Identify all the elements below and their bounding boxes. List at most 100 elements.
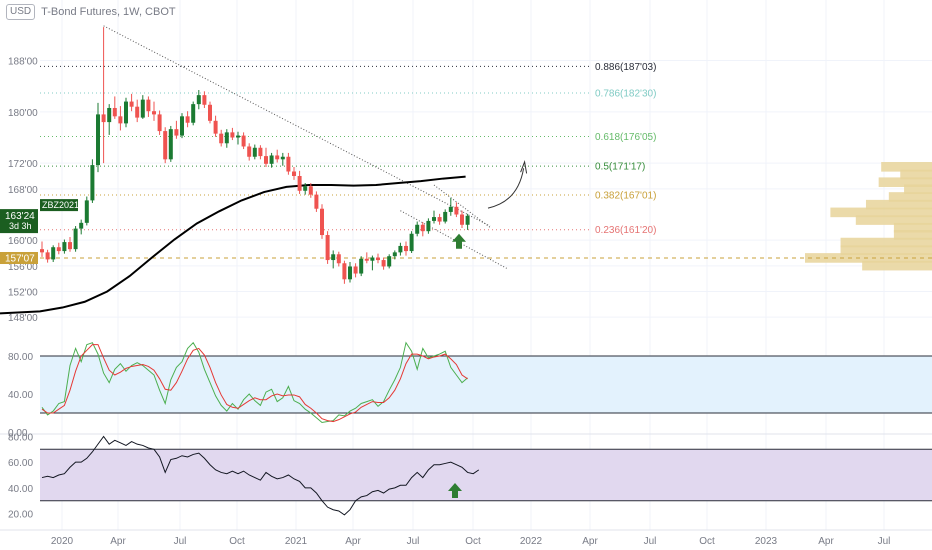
candle-body	[241, 135, 246, 147]
volume-profile-bar	[888, 192, 932, 202]
countdown-label: 3d 3h	[9, 221, 32, 231]
rsi-band	[40, 449, 932, 501]
candle-body	[325, 235, 330, 261]
time-tick-label: Oct	[229, 536, 245, 547]
price-tick-label: 168'00	[8, 185, 38, 196]
rsi-tick-label: 40.00	[8, 484, 33, 495]
axes: 2020 Apr Jul Oct 2021 Apr Jul Oct 2022 Apr Jul Oct 2…	[0, 57, 932, 547]
candle-body	[157, 114, 162, 132]
candle-body	[124, 101, 128, 124]
candle-body	[224, 132, 229, 144]
stoch-tick-label: 0.00	[8, 428, 28, 439]
candle-body	[196, 95, 201, 105]
candle-body	[409, 233, 414, 252]
candle-body	[252, 147, 257, 157]
candle-body	[163, 131, 168, 160]
time-tick-label: 2020	[51, 536, 74, 547]
time-tick-label: Oct	[699, 536, 715, 547]
candle-body	[432, 217, 436, 221]
candle-body	[90, 165, 95, 201]
volume-profile-bar	[893, 230, 932, 240]
candle-body	[336, 254, 341, 264]
time-tick-label: Jul	[644, 536, 657, 547]
candle-body	[202, 95, 207, 105]
candle-body	[51, 247, 56, 260]
rsi-tick-label: 80.00	[8, 432, 33, 443]
time-tick-label: Apr	[582, 536, 598, 547]
candle-body	[269, 155, 274, 164]
candle-body	[230, 132, 235, 138]
candle-body	[376, 257, 380, 261]
candle-body	[353, 266, 358, 274]
price-tick-label: 152'00	[8, 288, 38, 299]
currency-badge[interactable]: USD	[6, 4, 36, 20]
volume-profile-bar	[900, 169, 932, 180]
price-tick-label: 160'00	[8, 236, 38, 247]
current-price-badge	[0, 209, 38, 234]
candle-body	[146, 99, 151, 112]
level-price-value: 157'07	[5, 254, 35, 265]
candle-body	[454, 206, 459, 215]
price-tick-label: 180'00	[8, 108, 38, 119]
rsi-line	[41, 435, 480, 516]
rsi-tick-label: 20.00	[8, 510, 33, 521]
candle-body	[331, 254, 336, 261]
projection-arrow-head	[520, 160, 528, 174]
time-tick-label: Apr	[345, 536, 361, 547]
candle-body	[426, 220, 431, 232]
annotations	[448, 160, 528, 498]
candle-body	[286, 156, 291, 172]
candle-body	[404, 245, 408, 252]
candle-body	[359, 258, 364, 274]
candle-body	[107, 107, 112, 123]
candle-body	[174, 129, 179, 136]
candle-body	[135, 106, 140, 118]
price-tick-label: 172'00	[8, 159, 38, 170]
candle-body	[314, 194, 319, 209]
candle-body	[40, 249, 44, 253]
grid	[40, 0, 932, 530]
candle-body	[101, 114, 106, 123]
candle-body	[437, 217, 442, 222]
candle-body	[219, 133, 224, 144]
candle-body	[370, 257, 375, 261]
candle-body	[308, 186, 313, 195]
ma-line	[0, 175, 466, 315]
candle-body	[208, 104, 212, 121]
candle-body	[258, 147, 263, 157]
volume-profile-bar	[830, 207, 932, 218]
candle-body	[118, 116, 123, 124]
candle-body	[320, 208, 324, 236]
candle-body	[387, 256, 392, 267]
candle-body	[364, 258, 369, 261]
candle-body	[398, 245, 403, 253]
candle-body	[264, 156, 268, 164]
symbol-badge	[40, 199, 78, 212]
candle-body	[213, 120, 218, 134]
rsi-pane	[40, 435, 932, 516]
candle-body	[297, 176, 302, 191]
candle-body	[45, 252, 50, 260]
price-tick-label: 148'00	[8, 313, 38, 324]
candle-body	[236, 135, 240, 138]
candle-body	[420, 224, 425, 232]
candles	[40, 27, 470, 284]
projection-arrow	[487, 168, 525, 209]
candle-body	[79, 222, 84, 229]
fib-label: 0.886(187'03)	[595, 62, 656, 73]
candle-body	[96, 114, 100, 166]
lower-trendline	[400, 210, 508, 269]
stoch-tick-label: 80.00	[8, 352, 33, 363]
time-tick-label: Apr	[818, 536, 834, 547]
candle-body	[73, 228, 78, 250]
volume-profile-bar	[862, 260, 932, 271]
volume-profile-bar	[878, 177, 932, 188]
current-price-value: 163'24	[5, 211, 35, 222]
trendlines	[103, 25, 508, 269]
candle-body	[280, 156, 285, 160]
candle-body	[465, 215, 470, 225]
candle-body	[68, 242, 72, 250]
time-tick-label: Apr	[110, 536, 126, 547]
